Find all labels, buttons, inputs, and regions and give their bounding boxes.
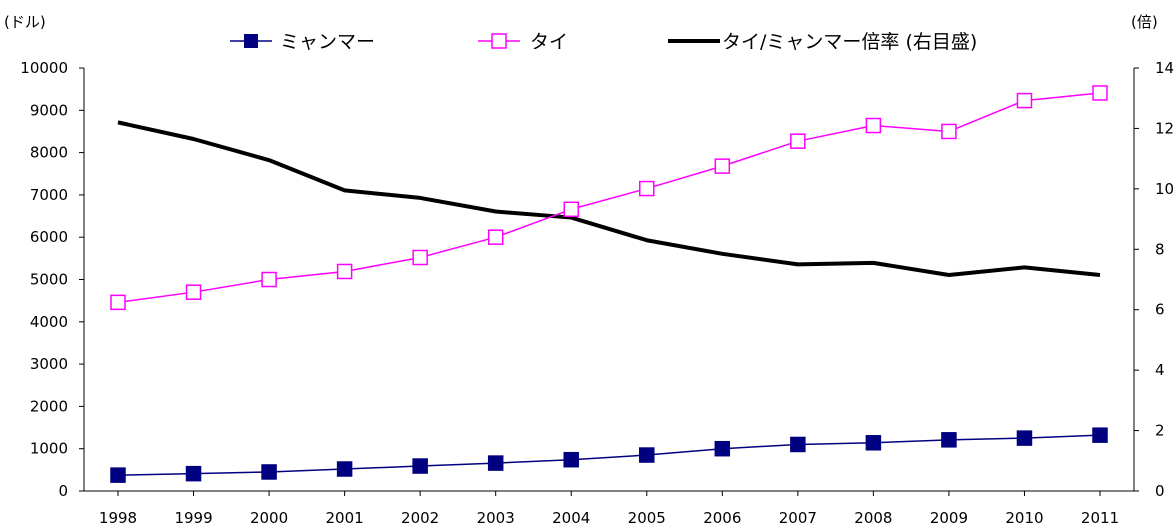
data-point-thailand <box>941 123 957 140</box>
x-tick-label: 2002 <box>401 509 439 527</box>
right-tick-label: 14 <box>1155 59 1174 77</box>
x-tick-label: 2001 <box>326 509 364 527</box>
data-point-myanmar <box>336 461 353 477</box>
data-point-thailand <box>336 263 353 280</box>
x-tick-label: 2010 <box>1005 509 1043 527</box>
data-point-thailand <box>865 117 882 134</box>
left-tick-label: 6000 <box>30 228 68 246</box>
series-layer <box>110 85 1108 483</box>
data-point-thailand <box>1092 85 1108 101</box>
left-tick-label: 3000 <box>30 355 68 373</box>
data-point-myanmar <box>412 458 428 474</box>
data-point-myanmar <box>110 467 126 483</box>
data-point-myanmar <box>639 447 655 463</box>
data-point-thailand <box>714 158 731 174</box>
left-tick-label: 9000 <box>30 101 68 119</box>
left-tick-label: 8000 <box>30 144 68 162</box>
data-point-myanmar <box>1016 430 1033 446</box>
x-tick-label: 2006 <box>703 509 741 527</box>
legend-label-myanmar: ミャンマー <box>280 31 375 53</box>
x-tick-label: 2003 <box>477 509 515 527</box>
series-line-thailand <box>117 92 1101 304</box>
right-axis-ticks: 0 2 4 6 8 10 12 14 <box>1134 59 1174 500</box>
data-point-myanmar <box>865 435 882 451</box>
data-point-myanmar <box>1092 427 1108 443</box>
left-tick-label: 5000 <box>30 271 68 289</box>
x-tick-label: 1999 <box>174 509 212 527</box>
left-tick-label: 2000 <box>30 397 68 415</box>
data-point-thailand <box>261 271 277 288</box>
legend-label-thailand: タイ <box>530 31 568 53</box>
data-point-myanmar <box>261 464 277 480</box>
data-point-thailand <box>790 133 806 149</box>
data-point-thailand <box>1016 92 1033 109</box>
data-point-myanmar <box>941 432 957 448</box>
left-tick-label: 4000 <box>30 313 68 331</box>
series-line-myanmar <box>117 434 1101 476</box>
series-line-ratio <box>117 120 1101 277</box>
x-tick-label: 2008 <box>854 509 892 527</box>
x-axis-ticks: 1998 1999 2000 2001 2002 2003 2004 2005 2006 2007… <box>99 491 1119 527</box>
data-point-thailand <box>110 294 126 311</box>
x-tick-label: 2004 <box>552 509 590 527</box>
legend-label-ratio: タイ/ミャンマー倍率 (右目盛) <box>722 31 977 53</box>
left-tick-label: 10000 <box>20 59 68 77</box>
legend-marker-thailand <box>491 33 507 49</box>
x-tick-label: 2011 <box>1081 509 1119 527</box>
data-point-myanmar <box>487 455 504 471</box>
data-point-myanmar <box>790 436 806 453</box>
left-tick-label: 1000 <box>30 440 68 458</box>
right-tick-label: 10 <box>1155 180 1174 198</box>
legend: ミャンマー タイ タイ/ミャンマー倍率 (右目盛) <box>230 31 977 53</box>
legend-marker-myanmar <box>244 34 258 48</box>
left-axis-ticks: 0 1000 2000 3000 4000 5000 6000 7000 8000 9000 100… <box>20 59 84 500</box>
right-tick-label: 2 <box>1155 422 1165 440</box>
data-point-thailand <box>563 201 579 218</box>
data-point-myanmar <box>714 440 731 457</box>
x-tick-label: 2000 <box>250 509 288 527</box>
right-tick-label: 12 <box>1155 119 1174 137</box>
left-tick-label: 0 <box>58 482 68 500</box>
data-point-thailand <box>487 229 504 245</box>
left-tick-label: 7000 <box>30 186 68 204</box>
x-tick-label: 1998 <box>99 509 137 527</box>
left-axis-unit-label: (ドル) <box>4 13 46 31</box>
right-tick-label: 4 <box>1155 361 1165 379</box>
right-axis-unit-label: (倍) <box>1131 13 1158 31</box>
right-tick-label: 8 <box>1155 240 1165 258</box>
x-tick-label: 2007 <box>779 509 817 527</box>
data-point-thailand <box>639 180 655 197</box>
x-tick-label: 2009 <box>930 509 968 527</box>
data-point-thailand <box>185 284 202 300</box>
right-tick-label: 0 <box>1155 482 1165 500</box>
data-point-thailand <box>412 249 428 266</box>
data-point-myanmar <box>563 451 579 468</box>
data-point-myanmar <box>185 465 202 482</box>
x-tick-label: 2005 <box>628 509 666 527</box>
right-tick-label: 6 <box>1155 301 1165 319</box>
